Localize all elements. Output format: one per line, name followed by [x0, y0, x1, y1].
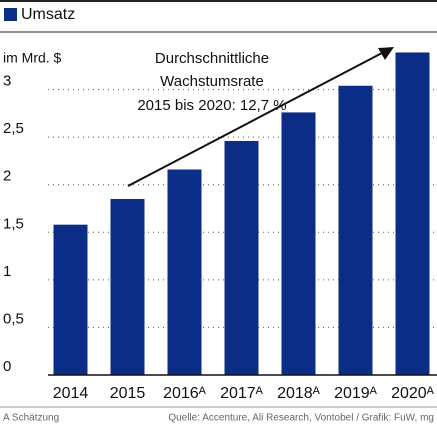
bar — [167, 169, 202, 375]
y-tick-label: 0,5 — [3, 310, 24, 327]
x-tick-label: 2020ᴬ — [391, 385, 435, 402]
x-tick-label: 2017ᴬ — [220, 385, 264, 402]
y-tick-label: 1,5 — [3, 215, 24, 232]
title-swatch — [4, 8, 17, 21]
trend-arrow — [127, 51, 385, 187]
bar — [224, 140, 259, 375]
source: Quelle: Accenture, Ali Research, Vontobe… — [168, 413, 434, 424]
x-tick-label: 2015 — [110, 385, 146, 402]
bar — [281, 112, 316, 376]
bar — [110, 198, 145, 375]
x-tick-label: 2018ᴬ — [277, 385, 321, 402]
x-tick-label: 2019ᴬ — [334, 385, 378, 402]
bar — [53, 224, 88, 375]
annotation: Durchschnittliche — [155, 50, 269, 67]
y-tick-label: 1 — [3, 263, 11, 280]
footnote: A Schätzung — [3, 413, 59, 424]
bar — [395, 52, 430, 376]
annotation: 2015 bis 2020: 12,7 % — [137, 97, 286, 114]
chart-title: Umsatz — [21, 6, 75, 23]
y-tick-label: 2,5 — [3, 120, 24, 137]
y-axis-label: im Mrd. $ — [3, 50, 62, 66]
y-tick-label: 2 — [3, 168, 11, 185]
bar — [338, 85, 373, 375]
annotation: Wachstumsrate — [160, 73, 264, 90]
y-tick-label: 0 — [3, 358, 11, 375]
x-tick-label: 2014 — [53, 385, 89, 402]
arrow-head — [378, 47, 394, 60]
y-tick-label: 3 — [3, 73, 11, 90]
x-tick-label: 2016ᴬ — [163, 385, 207, 402]
